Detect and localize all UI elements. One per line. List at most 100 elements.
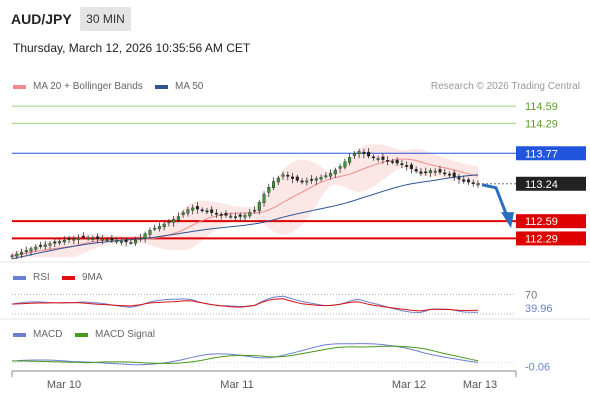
level-labels: 114.59 114.29 113.77 113.24 112.59 112.29 [516,101,586,246]
candle-body [58,241,62,244]
candle-body [91,238,95,240]
forecast-arrow-head [501,212,514,229]
candle [419,168,423,177]
candle [243,212,247,222]
candle [233,212,237,221]
legend-rsi: RSI [13,272,50,283]
candle-body [238,214,242,217]
candle-body [314,178,318,181]
candle-body [119,241,123,243]
candle [119,237,123,246]
candle [414,166,418,174]
candle [39,241,43,249]
candle-body [34,246,38,250]
candle-body [405,165,409,167]
candle-body [248,212,252,217]
candle-body [295,176,299,181]
candle [20,248,24,258]
candle-body [29,248,33,252]
candle-body [86,237,90,240]
level-label-box [516,231,586,246]
candle [314,176,318,185]
candle [105,237,109,242]
candle-body [452,172,456,178]
candle [205,207,209,215]
candle-body [157,226,161,229]
candles [10,148,480,260]
candle-body [148,230,152,235]
candle-body [229,215,233,218]
candle-body [20,251,24,255]
candle-body [176,216,180,221]
candle-body [24,250,28,252]
candle [386,156,390,166]
candle-body [67,238,71,240]
rsi-level-label: 70 [525,290,537,302]
candle-body [291,176,295,179]
candle [381,153,385,164]
candle-body [409,164,413,170]
candle-body [338,166,342,169]
candle-body [386,159,390,162]
candle [443,168,447,177]
forecast-arrow-shaft [481,183,509,217]
candle [319,174,323,182]
candle-body [195,205,199,210]
candle-body [224,212,228,216]
level-label-112-29: 112.29 [525,233,558,245]
level-label-113-24: 113.24 [525,179,558,191]
candle [291,172,295,184]
candle [262,191,266,207]
candle [162,221,166,231]
candle-body [424,171,428,174]
legend-9ma-label: 9MA [82,272,103,283]
candle [148,227,152,240]
candle [115,237,119,245]
candle [467,177,471,185]
candle-body [100,238,104,241]
candle-body [115,240,119,243]
candle [362,148,366,159]
candle-body [357,151,361,154]
candle [252,206,256,214]
candle-body [43,244,47,247]
candle [438,165,442,175]
candle-body [172,219,176,223]
candle-body [191,207,195,211]
candle [409,162,413,174]
candle [229,212,233,219]
legend-macd: MACD [13,329,62,340]
macd-signal-swatch-icon [75,332,88,337]
candle [476,180,480,188]
datetime-label: Thursday, March 12, 2026 10:35:56 AM CET [13,41,251,55]
candle [462,175,466,184]
candle [219,211,223,220]
level-label-box [516,176,586,191]
candle [58,237,62,246]
candle [129,239,133,245]
candle-body [438,169,442,173]
candle [157,222,161,232]
candle-body [214,212,218,215]
macd-value-label: -0.06 [525,361,550,373]
candle-body [362,151,366,155]
candle [248,209,252,219]
timeframe-button[interactable]: 30 MIN [80,7,131,31]
candle-body [457,177,461,180]
candle [405,161,409,171]
legend-ma20: MA 20 + Bollinger Bands [13,81,143,92]
candle [295,174,299,183]
candle [224,210,228,218]
candle [72,236,76,245]
candle-body [272,181,276,189]
candle-body [414,169,418,172]
price-levels [12,105,516,240]
candle [424,167,428,176]
candle [210,206,214,216]
candle-body [72,238,76,241]
candle-body [462,179,466,182]
candle [428,168,432,177]
ma20-swatch-icon [13,84,26,89]
